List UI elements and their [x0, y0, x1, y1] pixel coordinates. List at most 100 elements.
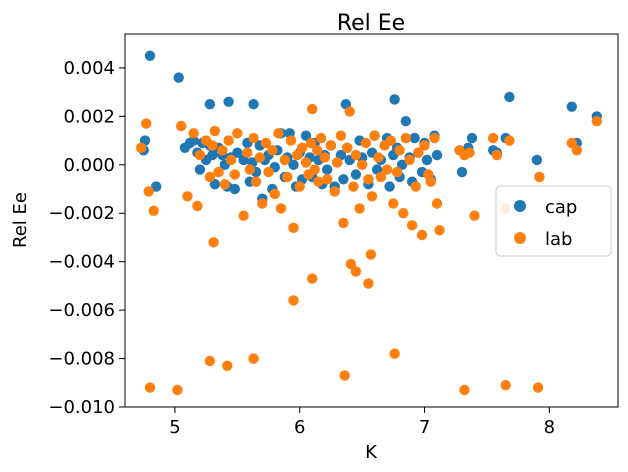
- point-lab: [404, 154, 415, 166]
- point-lab: [388, 198, 399, 209]
- point-cap: [431, 149, 443, 161]
- point-cap: [144, 50, 156, 61]
- point-lab: [313, 176, 324, 187]
- point-lab: [373, 152, 384, 163]
- point-lab: [250, 176, 262, 187]
- point-lab: [229, 169, 240, 180]
- point-lab: [345, 258, 357, 270]
- point-lab: [488, 132, 499, 144]
- point-lab: [285, 135, 297, 146]
- point-lab: [219, 179, 230, 190]
- point-lab: [238, 210, 249, 221]
- point-lab: [182, 191, 193, 202]
- y-tick-label: −0.006: [48, 300, 115, 321]
- point-lab: [267, 145, 278, 156]
- point-lab: [363, 278, 374, 289]
- point-cap: [207, 149, 218, 161]
- point-lab: [406, 220, 418, 231]
- point-cap: [466, 132, 478, 144]
- point-lab: [254, 152, 265, 163]
- y-tick-label: −0.002: [48, 203, 115, 224]
- point-lab: [329, 186, 340, 197]
- y-tick-label: −0.004: [48, 252, 115, 273]
- point-cap: [173, 72, 184, 83]
- y-tick-label: −0.008: [48, 349, 115, 370]
- point-lab: [339, 370, 350, 381]
- point-lab: [204, 355, 216, 367]
- point-lab: [431, 198, 443, 209]
- y-tick-label: −0.010: [48, 397, 115, 418]
- point-lab: [389, 348, 400, 359]
- point-cap: [566, 101, 577, 112]
- point-lab: [459, 384, 470, 396]
- point-lab: [591, 116, 602, 127]
- point-cap: [151, 181, 162, 192]
- point-lab: [232, 128, 243, 139]
- point-cap: [504, 91, 515, 103]
- point-cap: [389, 94, 400, 105]
- point-lab: [394, 145, 405, 156]
- point-lab: [223, 135, 234, 146]
- x-axis-label: K: [365, 442, 378, 463]
- point-lab: [332, 157, 343, 168]
- point-lab: [312, 145, 323, 156]
- point-lab: [279, 154, 290, 166]
- point-lab: [225, 154, 237, 166]
- point-cap: [209, 179, 221, 190]
- point-lab: [566, 137, 577, 149]
- point-cap: [384, 181, 395, 192]
- point-lab: [207, 140, 218, 151]
- point-lab: [294, 181, 305, 192]
- point-lab: [491, 149, 503, 161]
- point-lab: [504, 135, 515, 146]
- point-lab: [248, 353, 259, 364]
- point-lab: [144, 382, 156, 393]
- point-cap: [322, 164, 333, 175]
- point-lab: [464, 147, 475, 158]
- point-cap: [204, 99, 216, 110]
- legend-marker-lab: [514, 232, 526, 244]
- point-lab: [315, 132, 327, 144]
- y-tick-label: 0.002: [63, 106, 115, 127]
- point-lab: [244, 164, 255, 175]
- point-lab: [400, 132, 411, 144]
- point-lab: [248, 132, 259, 144]
- point-lab: [419, 140, 430, 151]
- point-lab: [350, 149, 362, 161]
- point-lab: [381, 164, 393, 175]
- chart-title: Rel Ee: [337, 11, 405, 36]
- point-lab: [319, 152, 330, 163]
- point-cap: [188, 135, 199, 146]
- point-cap: [409, 132, 420, 144]
- point-lab: [282, 171, 293, 183]
- point-lab: [363, 174, 374, 185]
- point-lab: [269, 188, 280, 200]
- point-cap: [350, 169, 362, 180]
- point-lab: [532, 382, 544, 393]
- point-lab: [571, 145, 582, 156]
- points-layer: [136, 50, 602, 396]
- point-lab: [413, 147, 424, 158]
- point-lab: [500, 380, 511, 391]
- x-tick-label: 6: [294, 417, 305, 438]
- x-axis: 5 6 7 8: [169, 407, 555, 438]
- point-lab: [325, 140, 337, 151]
- point-lab: [300, 157, 312, 168]
- point-lab: [222, 360, 233, 371]
- point-lab: [338, 217, 349, 229]
- point-lab: [375, 171, 387, 183]
- point-cap: [338, 174, 349, 185]
- point-cap: [232, 147, 243, 158]
- point-lab: [309, 164, 320, 175]
- point-lab: [391, 166, 403, 178]
- point-lab: [398, 208, 409, 219]
- legend: cap lab: [495, 185, 612, 257]
- point-cap: [223, 96, 234, 108]
- point-cap: [300, 130, 312, 141]
- point-lab: [257, 198, 268, 209]
- point-lab: [429, 132, 440, 144]
- point-lab: [260, 137, 272, 149]
- point-cap: [456, 166, 468, 178]
- point-cap: [531, 154, 543, 166]
- y-tick-label: 0.004: [63, 58, 115, 79]
